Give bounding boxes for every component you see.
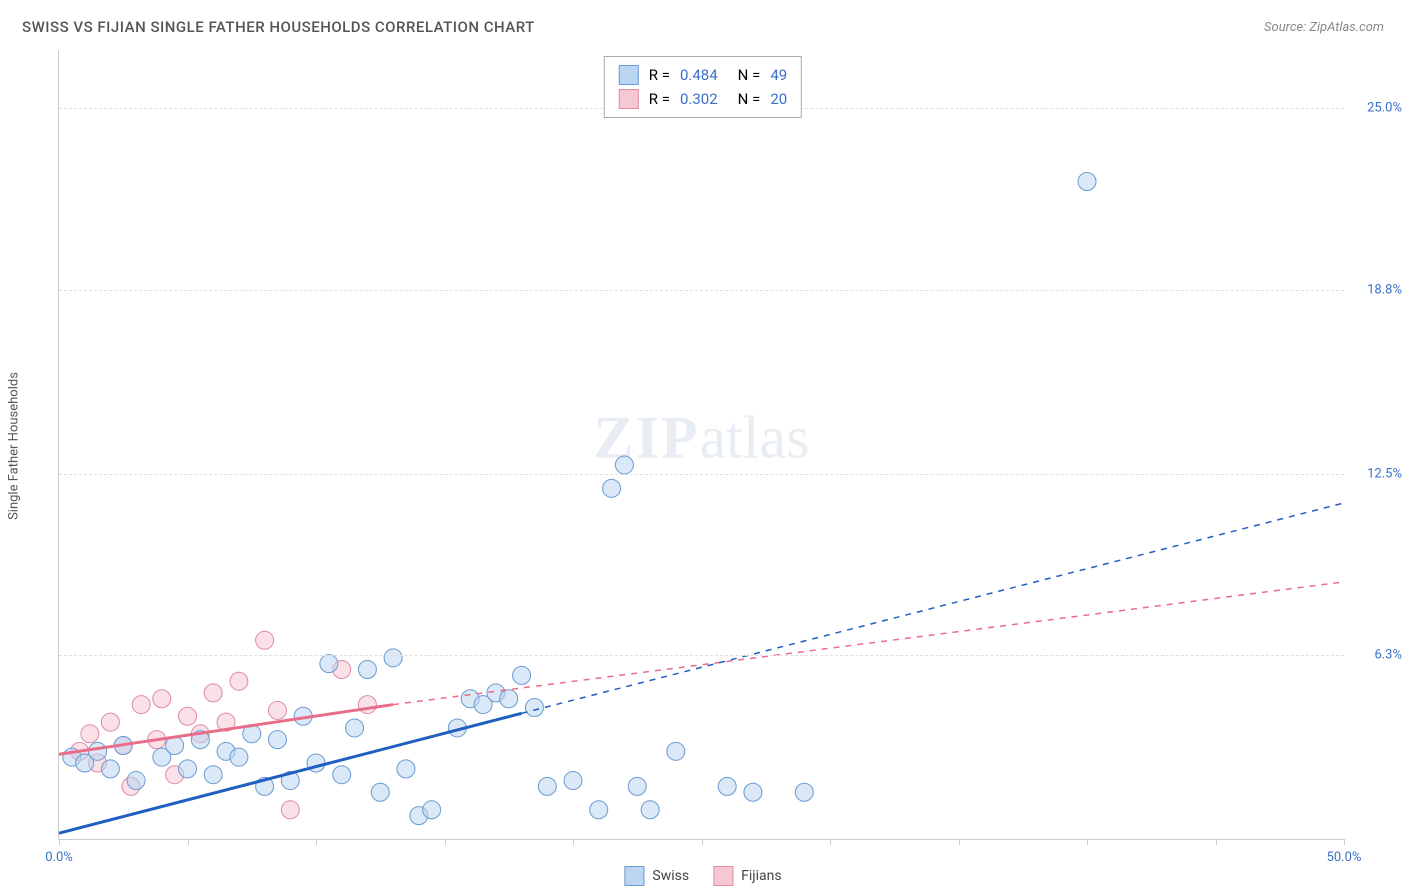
data-point (744, 783, 762, 801)
data-point (333, 766, 351, 784)
trend-line (393, 582, 1344, 705)
x-tick (1344, 839, 1345, 845)
series-legend: Swiss Fijians (624, 866, 781, 886)
chart-title: SWISS VS FIJIAN SINGLE FATHER HOUSEHOLDS… (22, 18, 535, 36)
data-point (320, 655, 338, 673)
data-point (179, 707, 197, 725)
data-point (1078, 173, 1096, 191)
data-point (603, 479, 621, 497)
data-point (268, 731, 286, 749)
n-label: N = (738, 90, 761, 108)
y-tick-label: 12.5% (1352, 466, 1402, 481)
data-point (615, 456, 633, 474)
legend-item-fijian: Fijians (713, 866, 781, 886)
source-label: Source: ZipAtlas.com (1264, 20, 1384, 35)
data-point (628, 777, 646, 795)
trend-line (522, 503, 1344, 713)
title-bar: SWISS VS FIJIAN SINGLE FATHER HOUSEHOLDS… (22, 18, 1384, 36)
data-point (358, 696, 376, 714)
y-tick-label: 6.3% (1352, 647, 1402, 662)
legend-label-fijian: Fijians (741, 868, 781, 884)
data-point (230, 672, 248, 690)
chart-container: SWISS VS FIJIAN SINGLE FATHER HOUSEHOLDS… (0, 0, 1406, 892)
data-point (101, 760, 119, 778)
data-point (397, 760, 415, 778)
data-point (153, 690, 171, 708)
x-tick-label: 0.0% (45, 850, 73, 865)
data-point (101, 713, 119, 731)
x-tick (188, 839, 189, 845)
x-tick (573, 839, 574, 845)
stats-row-fijian: R = 0.302 N = 20 (619, 87, 787, 111)
data-point (81, 725, 99, 743)
r-label: R = (649, 90, 670, 108)
data-point (230, 748, 248, 766)
data-point (256, 631, 274, 649)
data-point (204, 684, 222, 702)
swatch-fijian (619, 89, 639, 109)
legend-item-swiss: Swiss (624, 866, 689, 886)
plot-area: ZIPatlas 6.3%12.5%18.8%25.0%0.0%50.0% (58, 50, 1344, 840)
data-point (281, 801, 299, 819)
grid-line (59, 290, 1344, 291)
data-point (667, 742, 685, 760)
n-label: N = (738, 66, 761, 84)
swatch-swiss-icon (624, 866, 644, 886)
stats-legend: R = 0.484 N = 49 R = 0.302 N = 20 (604, 56, 802, 118)
x-tick (702, 839, 703, 845)
r-value-fijian: 0.302 (680, 90, 718, 108)
grid-line (59, 655, 1344, 656)
legend-label-swiss: Swiss (652, 868, 689, 884)
y-tick-label: 25.0% (1352, 101, 1402, 116)
data-point (268, 701, 286, 719)
x-tick (1087, 839, 1088, 845)
swatch-fijian-icon (713, 866, 733, 886)
x-tick (959, 839, 960, 845)
n-value-swiss: 49 (770, 66, 787, 84)
grid-line (59, 474, 1344, 475)
data-point (525, 699, 543, 717)
data-point (132, 696, 150, 714)
data-point (204, 766, 222, 784)
x-tick (1216, 839, 1217, 845)
stats-row-swiss: R = 0.484 N = 49 (619, 63, 787, 87)
n-value-fijian: 20 (770, 90, 787, 108)
data-point (500, 690, 518, 708)
data-point (179, 760, 197, 778)
data-point (564, 772, 582, 790)
x-tick (316, 839, 317, 845)
swatch-swiss (619, 65, 639, 85)
x-tick-label: 50.0% (1327, 850, 1362, 865)
data-point (513, 666, 531, 684)
x-tick (830, 839, 831, 845)
y-axis-label: Single Father Households (7, 372, 22, 520)
data-point (127, 772, 145, 790)
y-tick-label: 18.8% (1352, 282, 1402, 297)
data-point (641, 801, 659, 819)
data-point (718, 777, 736, 795)
data-point (795, 783, 813, 801)
data-point (384, 649, 402, 667)
x-tick (445, 839, 446, 845)
r-label: R = (649, 66, 670, 84)
x-tick (59, 839, 60, 845)
data-point (371, 783, 389, 801)
data-point (358, 661, 376, 679)
scatter-svg (59, 50, 1344, 839)
data-point (538, 777, 556, 795)
data-point (590, 801, 608, 819)
data-point (89, 742, 107, 760)
data-point (346, 719, 364, 737)
r-value-swiss: 0.484 (680, 66, 718, 84)
data-point (423, 801, 441, 819)
